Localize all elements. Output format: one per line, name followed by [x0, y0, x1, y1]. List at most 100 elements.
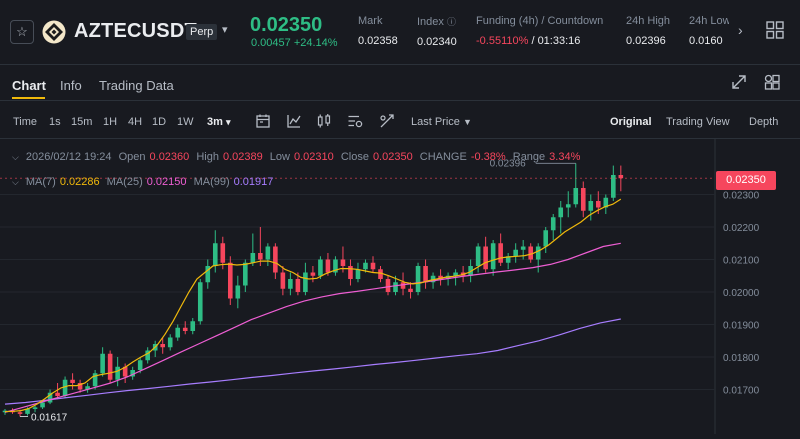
y-tick-label: 0.02200: [723, 223, 760, 234]
legend-ma99-label: MA(99): [193, 176, 230, 188]
drawing-tools-icon[interactable]: [379, 113, 395, 129]
favorite-star-icon[interactable]: ☆: [10, 20, 34, 44]
chevron-down-icon[interactable]: ▾: [222, 24, 228, 36]
candle-body: [55, 392, 60, 396]
candle-body: [288, 279, 293, 289]
settings-grid-icon[interactable]: [766, 21, 784, 39]
candle-body: [550, 217, 556, 231]
candle-body: [370, 262, 376, 270]
legend-low-label: Low: [269, 151, 290, 163]
interval-1w[interactable]: 1W: [177, 116, 194, 128]
candle-body: [212, 243, 218, 266]
candle-body: [303, 272, 308, 292]
layout-grid-icon[interactable]: [764, 74, 780, 90]
interval-1d[interactable]: 1D: [152, 116, 167, 128]
candle-body: [498, 243, 503, 263]
candle-body: [228, 262, 233, 299]
y-tick-label: 0.02300: [723, 191, 760, 202]
candle-body: [205, 266, 211, 283]
candle-body: [130, 370, 135, 377]
price-source-select[interactable]: Last Price ▼: [411, 116, 472, 128]
stat-label: 24h High: [626, 15, 671, 27]
legend-ma99: 0.01917: [233, 176, 274, 188]
aztec-coin-icon: [42, 20, 66, 44]
candle-body: [17, 412, 23, 414]
candle-body: [190, 321, 196, 331]
symbol-name[interactable]: AZTECUSDT: [74, 20, 197, 42]
caret-down-icon: ▼: [462, 117, 472, 127]
candle-body: [475, 246, 481, 266]
interval-1s[interactable]: 1s: [49, 116, 61, 128]
candle-body: [513, 249, 518, 257]
stat-value: 0.02340: [417, 36, 457, 48]
candle-body: [47, 392, 53, 403]
legend-ma25: 0.02150: [146, 176, 187, 188]
tab-info[interactable]: Info: [60, 78, 82, 93]
collapse-icon[interactable]: ⌵: [12, 152, 19, 162]
candle-body: [40, 402, 45, 408]
stat-value: 0.0160: [689, 35, 723, 47]
contract-type-badge: Perp: [186, 24, 218, 40]
candle-body: [107, 353, 113, 380]
calendar-icon[interactable]: [255, 113, 271, 129]
tab-trading-data[interactable]: Trading Data: [99, 78, 174, 93]
interval-selected[interactable]: 3m ▾: [207, 116, 231, 128]
stat-value: 0.02396: [626, 35, 666, 47]
candle-body: [295, 279, 301, 292]
last-price: 0.02350: [250, 14, 323, 36]
ma25-line: [4, 242, 621, 413]
legend-high-label: High: [196, 151, 219, 163]
y-tick-label: 0.02000: [723, 288, 760, 299]
stat-label: Index ⓘ: [417, 16, 456, 28]
candle-body: [348, 266, 353, 279]
interval-4h[interactable]: 4H: [128, 116, 143, 128]
candle-body: [378, 269, 383, 279]
candle-body: [543, 230, 549, 247]
candle-body: [70, 379, 75, 383]
candle-body: [258, 253, 263, 260]
view-depth[interactable]: Depth: [749, 116, 779, 128]
candle-body: [145, 350, 150, 361]
chevron-right-icon[interactable]: ›: [738, 22, 743, 38]
stat-label: Mark: [358, 15, 383, 27]
view-trading-view[interactable]: Trading View: [666, 116, 730, 128]
chart-canvas[interactable]: 0.02300 0.02200 0.02100 0.02000 0.01900 0.018…: [0, 139, 800, 434]
current-price-tag: 0.02350: [716, 171, 776, 190]
interval-15m[interactable]: 15m: [71, 116, 93, 128]
candle-body: [333, 259, 338, 273]
candle-body: [520, 246, 526, 250]
candle-body: [122, 366, 128, 377]
expand-icon[interactable]: [731, 74, 747, 90]
tab-chart[interactable]: Chart: [12, 78, 46, 93]
candle-body: [415, 266, 421, 292]
stat-index: Index ⓘ 0.02340: [417, 15, 457, 48]
indicator-icon[interactable]: [286, 113, 302, 129]
candle-body: [250, 253, 256, 263]
ma99-line: [4, 318, 621, 405]
candle-style-icon[interactable]: [316, 113, 332, 129]
chart-settings-icon[interactable]: [347, 113, 363, 129]
legend-change-label: CHANGE: [419, 151, 467, 163]
candle-body: [235, 285, 241, 299]
view-original[interactable]: Original: [610, 116, 652, 128]
price-change: 0.00457 +24.14%: [251, 37, 338, 49]
candle-body: [32, 407, 38, 409]
candle-body: [160, 344, 166, 348]
candle-body: [528, 246, 533, 260]
interval-time[interactable]: Time: [13, 116, 38, 128]
candle-body: [580, 188, 586, 211]
chevron-down-icon: ▾: [225, 117, 231, 127]
stat-funding: Funding (4h) / Countdown -0.55110% / 01:…: [476, 15, 603, 47]
ma7-line: [4, 198, 622, 413]
candle-body: [363, 262, 368, 270]
candlestick-chart[interactable]: 0.02300 0.02200 0.02100 0.02000 0.01900 0.018…: [0, 139, 800, 434]
candle-body: [137, 360, 143, 370]
collapse-icon[interactable]: ⌵: [12, 177, 19, 187]
active-tab-indicator: [12, 97, 45, 99]
min-price-label: 0.01617: [31, 412, 68, 423]
ticker-header: ☆ AZTECUSDT Perp ▾ 0.02350 0.00457 +24.1…: [0, 0, 800, 64]
interval-1h[interactable]: 1H: [103, 116, 118, 128]
candle-body: [325, 259, 331, 273]
candle-body: [273, 246, 278, 273]
info-icon: ⓘ: [446, 17, 456, 27]
